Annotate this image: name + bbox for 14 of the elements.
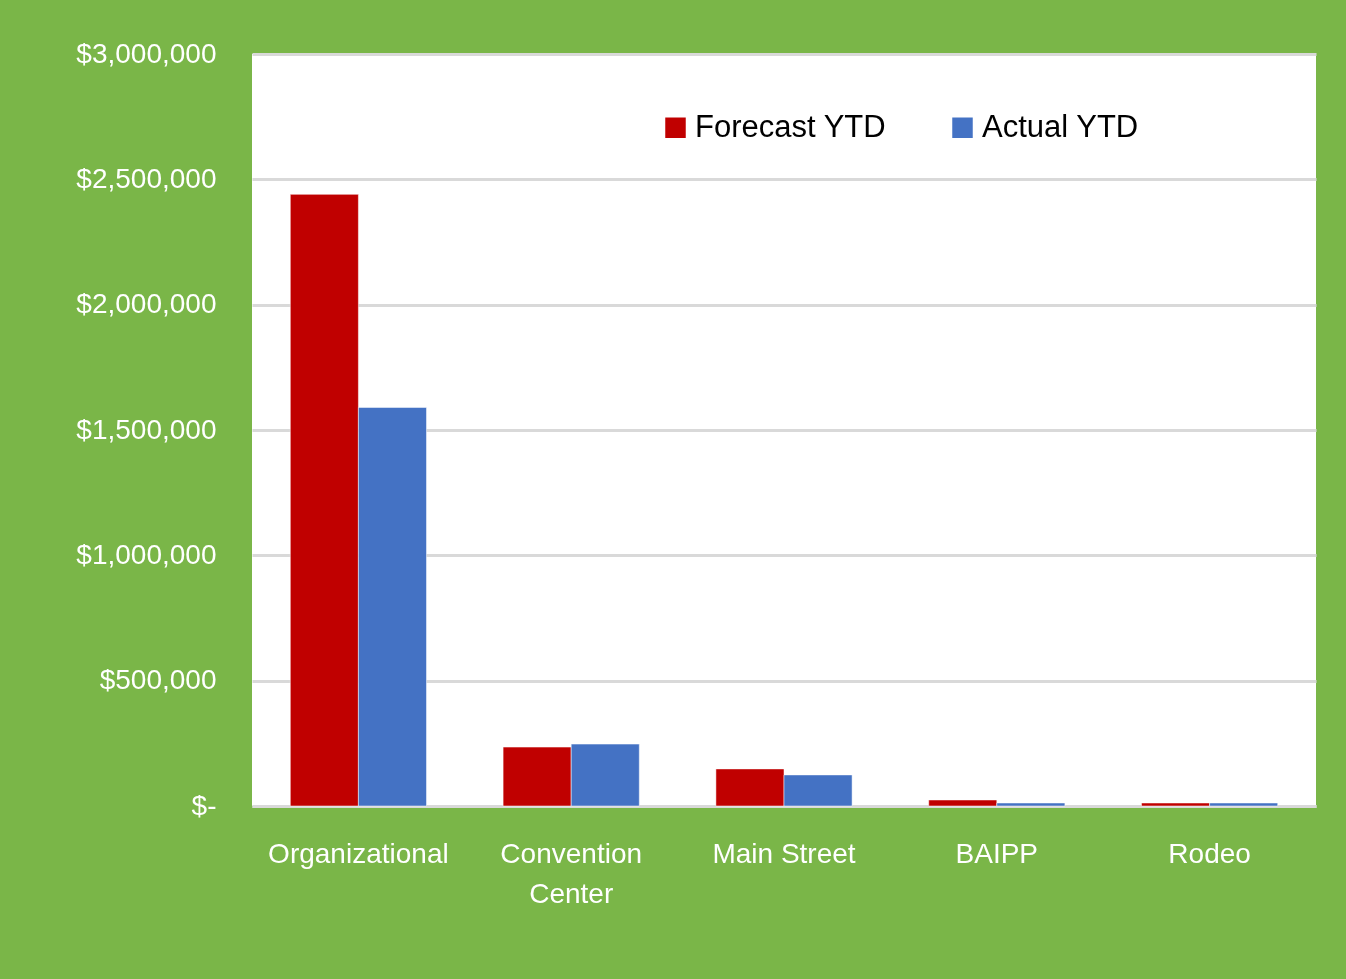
y-tick-label: $1,000,000 <box>76 538 217 570</box>
x-tick-label: BAIPP <box>955 837 1039 869</box>
legend-label: Actual YTD <box>982 108 1139 144</box>
y-tick-label: $2,500,000 <box>76 162 217 194</box>
x-tick-label: Main Street <box>712 837 856 869</box>
y-tick-label: $- <box>191 789 217 821</box>
x-tick-label: Organizational <box>268 837 449 869</box>
y-tick-label: $1,500,000 <box>76 413 217 445</box>
legend-label: Forecast YTD <box>695 108 886 144</box>
x-tick-label: Convention Center <box>500 837 643 909</box>
y-tick-label: $2,000,000 <box>76 288 217 320</box>
y-tick-label: $500,000 <box>99 664 217 696</box>
y-tick-label: $3,000,000 <box>76 37 217 69</box>
x-tick-label: Rodeo <box>1168 837 1251 869</box>
